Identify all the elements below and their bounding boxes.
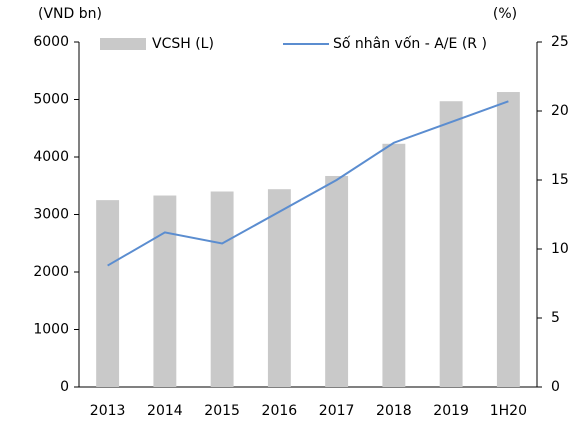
bar bbox=[325, 175, 349, 387]
y-tick-label: 6000 bbox=[33, 34, 69, 50]
x-tick-label: 2018 bbox=[376, 403, 412, 419]
y-tick-label: 2000 bbox=[33, 264, 69, 280]
y-tick-label: 3000 bbox=[33, 207, 69, 223]
bar bbox=[210, 191, 234, 387]
bar bbox=[382, 143, 406, 387]
y-tick-label: 1000 bbox=[33, 322, 69, 338]
x-tick-label: 1H20 bbox=[490, 403, 527, 419]
y-tick-label: 0 bbox=[60, 379, 69, 395]
y2-tick-label: 15 bbox=[551, 172, 569, 188]
y2-tick-label: 0 bbox=[551, 379, 560, 395]
y2-tick-label: 5 bbox=[551, 310, 560, 326]
bar bbox=[96, 200, 120, 387]
y2-tick-label: 10 bbox=[551, 241, 569, 257]
legend-label: VCSH (L) bbox=[152, 36, 214, 52]
x-tick-label: 2016 bbox=[262, 403, 298, 419]
y-tick-label: 4000 bbox=[33, 149, 69, 165]
bar bbox=[267, 189, 291, 387]
bar bbox=[153, 195, 177, 387]
x-tick-label: 2017 bbox=[319, 403, 355, 419]
y-tick-label: 5000 bbox=[33, 92, 69, 108]
legend-label: Số nhân vốn - A/E (R ) bbox=[333, 35, 487, 52]
y-axis-label: (VND bn) bbox=[38, 6, 102, 22]
bar bbox=[496, 92, 520, 388]
y2-tick-label: 20 bbox=[551, 103, 569, 119]
y2-axis-label: (%) bbox=[493, 6, 517, 22]
x-tick-label: 2019 bbox=[433, 403, 469, 419]
x-tick-label: 2015 bbox=[204, 403, 240, 419]
x-tick-label: 2013 bbox=[90, 403, 126, 419]
line bbox=[107, 100, 509, 267]
bar bbox=[439, 101, 463, 387]
x-tick-label: 2014 bbox=[147, 403, 183, 419]
y2-tick-label: 25 bbox=[551, 34, 569, 50]
legend-swatch bbox=[100, 38, 146, 50]
